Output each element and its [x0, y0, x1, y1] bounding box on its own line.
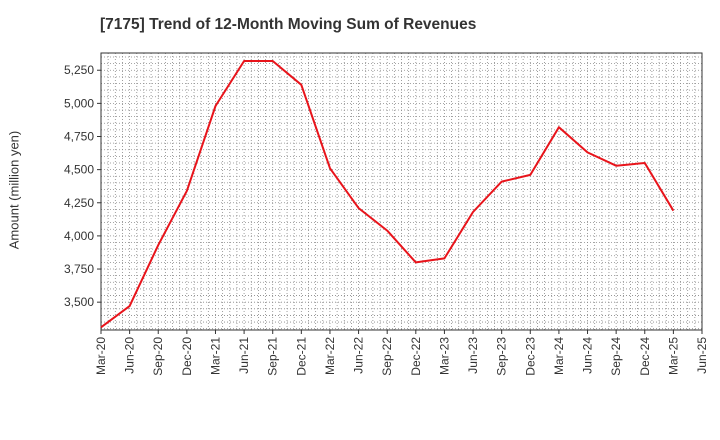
x-tick-label: Sep-23	[495, 337, 509, 376]
grid	[101, 53, 702, 330]
y-tick-label: 3,750	[64, 262, 94, 276]
x-tick-label: Dec-21	[294, 337, 308, 376]
x-tick-label: Mar-21	[208, 337, 222, 375]
x-tick-label: Dec-22	[409, 337, 423, 376]
x-tick-label: Jun-20	[123, 337, 137, 374]
y-tick-label: 5,250	[64, 63, 94, 77]
x-tick-label: Jun-25	[695, 337, 709, 374]
x-tick-label: Dec-20	[180, 337, 194, 376]
y-tick-label: 5,000	[64, 96, 94, 110]
chart-title: [7175] Trend of 12-Month Moving Sum of R…	[100, 16, 477, 33]
x-tick-label: Mar-24	[552, 337, 566, 375]
x-tick-label: Jun-22	[352, 337, 366, 374]
y-tick-label: 4,250	[64, 196, 94, 210]
y-tick-label: 4,000	[64, 229, 94, 243]
x-tick-label: Dec-23	[523, 337, 537, 376]
y-tick-label: 4,500	[64, 163, 94, 177]
x-tick-label: Sep-20	[151, 337, 165, 376]
x-tick-label: Jun-21	[237, 337, 251, 374]
x-tick-label: Sep-22	[380, 337, 394, 376]
x-tick-label: Mar-22	[323, 337, 337, 375]
x-tick-label: Sep-24	[609, 337, 623, 376]
x-tick-label: Sep-21	[266, 337, 280, 376]
x-tick-label: Jun-24	[581, 337, 595, 374]
plot-frame	[100, 52, 703, 331]
x-tick-label: Mar-25	[666, 337, 680, 375]
x-tick-label: Jun-23	[466, 337, 480, 374]
y-tick-label: 4,750	[64, 129, 94, 143]
series-line	[100, 60, 675, 329]
x-tick-label: Mar-23	[437, 337, 451, 375]
y-tick-label: 3,500	[64, 295, 94, 309]
x-tick-label: Mar-20	[94, 337, 108, 375]
ticks: 3,500 3,750 4,000 4,250 4,500 4,750 5,000 5,250…	[64, 63, 709, 375]
x-tick-label: Dec-24	[638, 337, 652, 376]
series	[100, 60, 675, 329]
